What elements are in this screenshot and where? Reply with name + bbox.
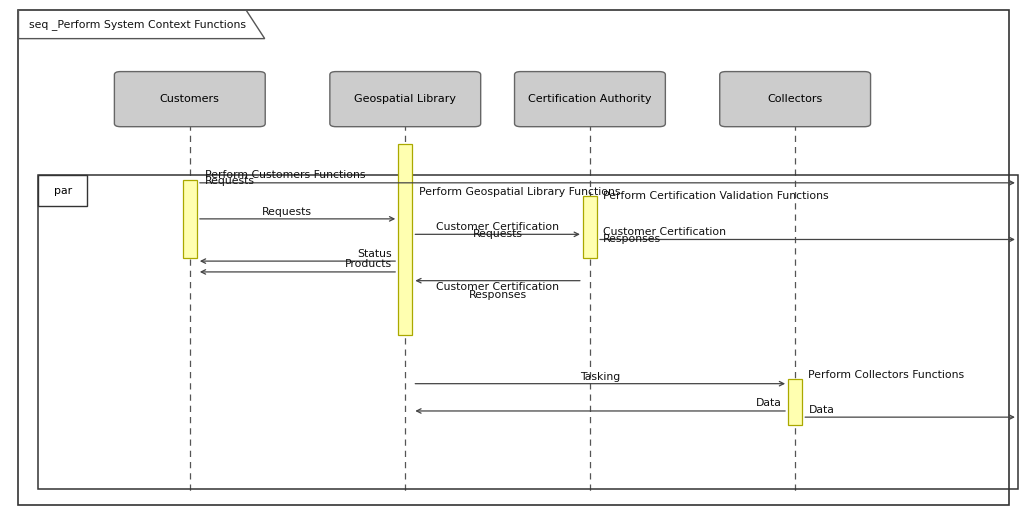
Bar [38, 175, 1018, 489]
FancyBboxPatch shape [514, 72, 665, 127]
Text: Tasking: Tasking [580, 372, 621, 382]
Text: Customer Certification: Customer Certification [603, 227, 726, 237]
Text: seq _Perform System Context Functions: seq _Perform System Context Functions [29, 19, 246, 30]
Text: Customer Certification: Customer Certification [436, 282, 559, 292]
Text: Geospatial Library: Geospatial Library [354, 94, 457, 104]
Text: Data: Data [756, 399, 782, 408]
FancyBboxPatch shape [329, 72, 480, 127]
Text: Products: Products [345, 260, 392, 269]
Text: Responses: Responses [469, 290, 526, 300]
Text: Certification Authority: Certification Authority [528, 94, 652, 104]
Polygon shape [18, 10, 265, 39]
Text: Status: Status [357, 249, 392, 259]
Text: Perform Collectors Functions: Perform Collectors Functions [808, 370, 964, 380]
Bar [183, 180, 197, 258]
Text: Perform Customers Functions: Perform Customers Functions [205, 170, 365, 180]
Text: Requests: Requests [205, 177, 255, 186]
FancyBboxPatch shape [720, 72, 870, 127]
Bar [38, 175, 87, 206]
Text: Collectors: Collectors [767, 94, 823, 104]
Text: Perform Geospatial Library Functions: Perform Geospatial Library Functions [419, 187, 620, 197]
Text: Data: Data [808, 405, 834, 415]
Bar [398, 144, 412, 335]
Text: Responses: Responses [603, 234, 662, 244]
Text: Requests: Requests [263, 207, 312, 217]
Text: par: par [53, 185, 72, 196]
Text: Requests: Requests [473, 229, 522, 239]
Bar [583, 196, 597, 258]
Text: Customers: Customers [160, 94, 220, 104]
Bar [788, 379, 802, 425]
Text: Perform Certification Validation Functions: Perform Certification Validation Functio… [603, 191, 829, 201]
Text: Customer Certification: Customer Certification [436, 222, 559, 232]
FancyBboxPatch shape [114, 72, 265, 127]
